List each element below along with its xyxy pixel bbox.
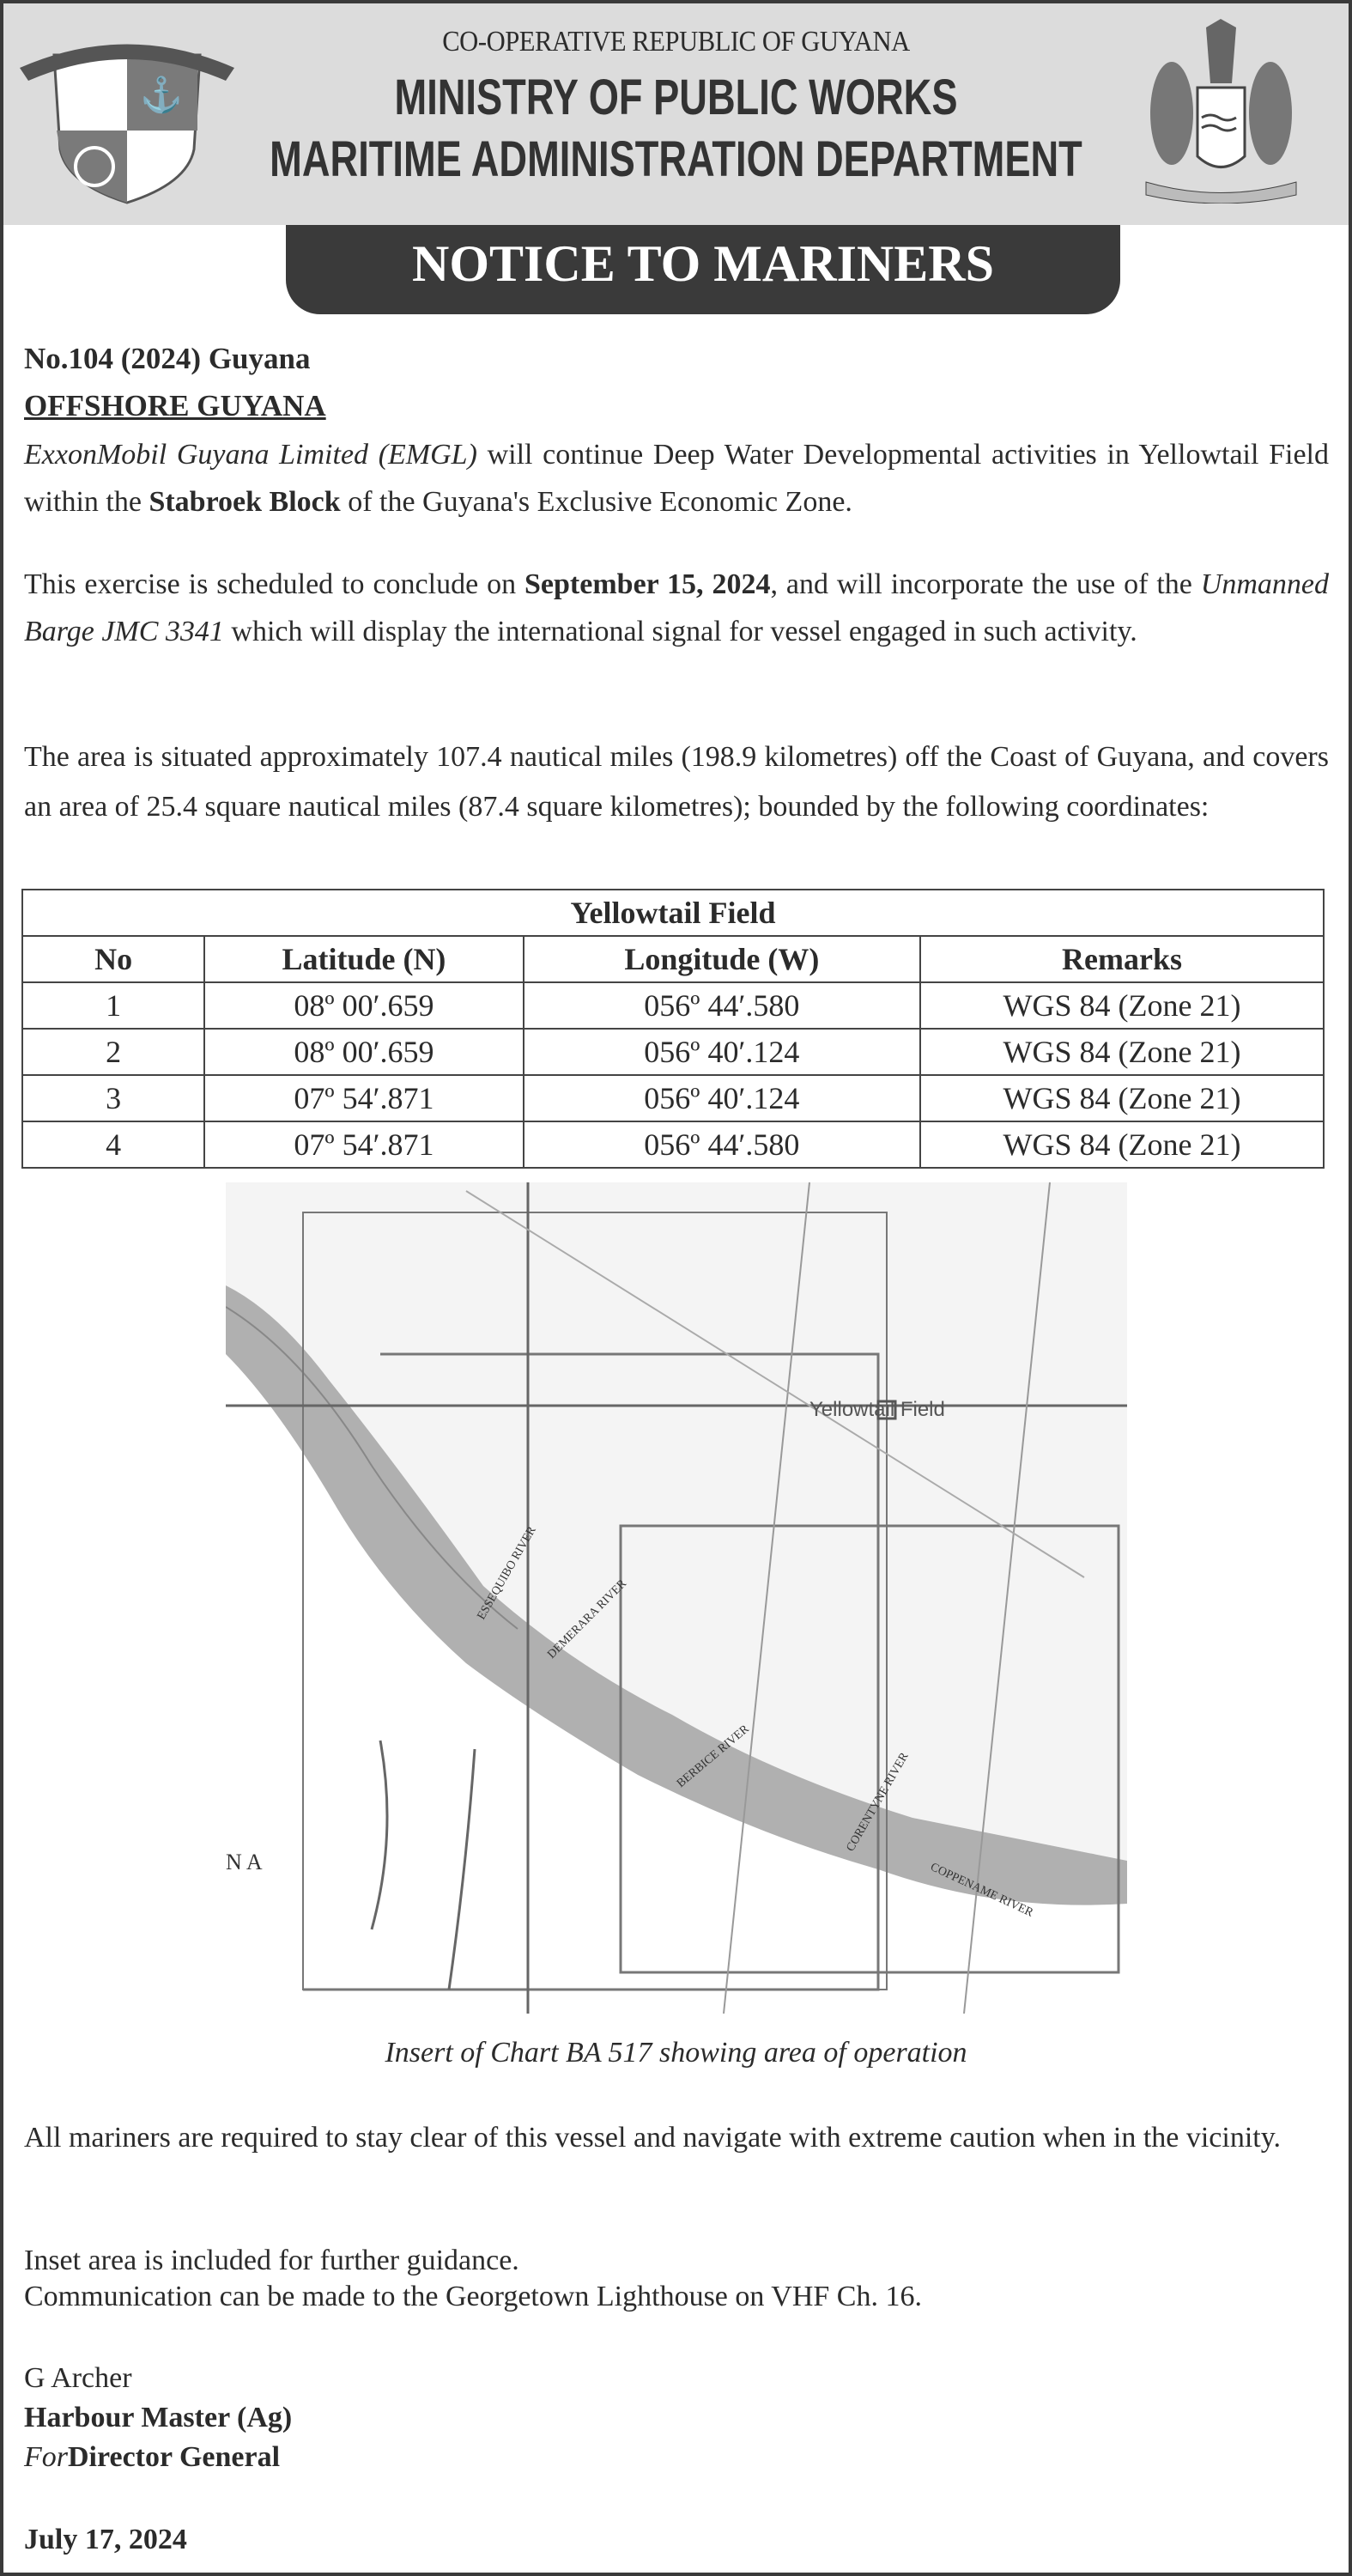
text: This exercise is scheduled to conclude o… [24,568,525,600]
map-label-yellowtail: Yellowtail Field [809,1398,945,1421]
signatory-name: G Archer [24,2362,132,2394]
vessel-name: Unmanned Barge JMC 3341 [24,568,1329,647]
cell: 4 [21,1121,206,1169]
cell: 056º 44′.580 [522,1121,922,1169]
notice-number: No.104 (2024) Guyana [24,342,311,375]
cell: 07º 54′.871 [203,1121,524,1169]
col-header: Longitude (W) [522,935,922,983]
cell: 056º 44′.580 [522,981,922,1030]
coordinates-table: Yellowtail Field No Latitude (N) Longitu… [21,889,1325,1169]
chart-inset-map: Yellowtail Field N A ESSEQUIBO RIVER DEM… [226,1182,1127,2014]
signatory-title: Harbour Master (Ag) [24,2402,293,2433]
cell: 08º 00′.659 [203,981,524,1030]
end-date: September 15, 2024 [524,568,771,600]
table-row: 4 07º 54′.871 056º 44′.580 WGS 84 (Zone 21) [21,1121,1325,1169]
text: , and will incorporate the use of the [770,568,1201,600]
notice-date: July 17, 2024 [24,2524,187,2555]
cell: WGS 84 (Zone 21) [919,981,1325,1030]
text: of the Guyana's Exclusive Economic Zone. [340,486,852,518]
table-row: 3 07º 54′.871 056º 40′.124 WGS 84 (Zone 21) [21,1074,1325,1122]
cell: WGS 84 (Zone 21) [919,1121,1325,1169]
paragraph-area: The area is situated approximately 107.4… [24,741,1329,823]
ministry-title: MINISTRY OF PUBLIC WORKS [394,70,958,125]
col-header: Remarks [919,935,1325,983]
maritime-administration-logo: ⚓ [20,44,234,204]
cell: 1 [21,981,206,1030]
company-name: ExxonMobil Guyana Limited (EMGL) [24,439,477,471]
cell: 07º 54′.871 [203,1074,524,1122]
col-header: Latitude (N) [203,935,524,983]
cell: WGS 84 (Zone 21) [919,1028,1325,1076]
block-name: Stabroek Block [149,486,341,518]
guyana-coat-of-arms [1145,19,1297,204]
cell: 2 [21,1028,206,1076]
department-title: MARITIME ADMINISTRATION DEPARTMENT [270,131,1082,187]
svg-text:⚓: ⚓ [140,75,183,114]
cell: 056º 40′.124 [522,1028,922,1076]
closing-guidance: Inset area is included for further guida… [24,2245,519,2276]
closing-communication: Communication can be made to the Georget… [24,2281,922,2312]
map-label-land: N A [226,1850,263,1874]
cell: WGS 84 (Zone 21) [919,1074,1325,1122]
cell: 056º 40′.124 [522,1074,922,1122]
col-header: No [21,935,206,983]
notice-region: OFFSHORE GUYANA [24,389,326,422]
text: which will display the international sig… [223,616,1137,647]
cell: 08º 00′.659 [203,1028,524,1076]
republic-title: CO-OPERATIVE REPUBLIC OF GUYANA [442,26,910,58]
text: will continue Deep Water Developmental a… [24,439,1329,518]
for-title: Director General [68,2441,281,2473]
paragraph-activity: ExxonMobil Guyana Limited (EMGL) will co… [24,431,1329,526]
table-row: 2 08º 00′.659 056º 40′.124 WGS 84 (Zone 21) [21,1028,1325,1076]
paragraph-schedule: This exercise is scheduled to conclude o… [24,561,1329,655]
table-row: 1 08º 00′.659 056º 44′.580 WGS 84 (Zone 21) [21,981,1325,1030]
header [3,3,1349,225]
closing-paragraph: All mariners are required to stay clear … [24,2122,1282,2154]
map-caption: Insert of Chart BA 517 showing area of o… [385,2037,967,2069]
signatory-for: ForDirector General [24,2440,1329,2475]
cell: 3 [21,1074,206,1122]
notice-banner: NOTICE TO MARINERS [286,225,1120,314]
table-title: Yellowtail Field [21,889,1325,937]
for-word: For [24,2441,68,2473]
